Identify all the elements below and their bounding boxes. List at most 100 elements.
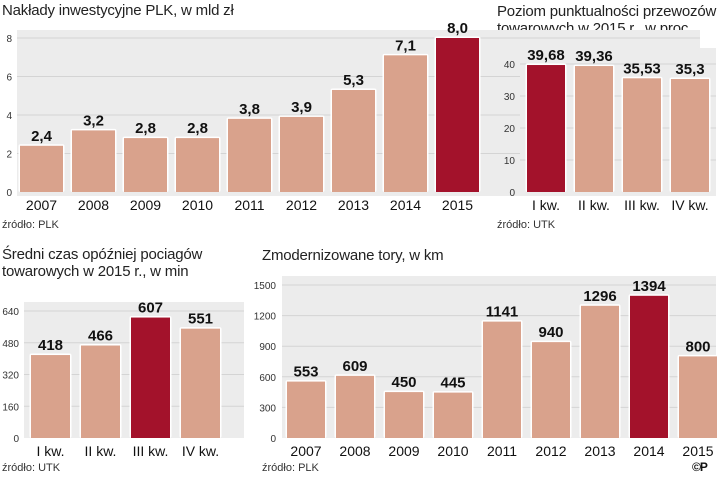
bar-investments-1 xyxy=(72,130,115,192)
bar-investments-2 xyxy=(124,138,167,192)
data-label-tracks-7: 1394 xyxy=(632,278,666,295)
bar-punctuality-2 xyxy=(623,78,661,192)
y-tick-label-tracks-1: 300 xyxy=(259,403,276,414)
data-label-investments-8: 8,0 xyxy=(447,20,468,37)
data-label-delay-0: 418 xyxy=(38,337,63,354)
bar-investments-5 xyxy=(280,116,323,192)
y-tick-label-investments-4: 8 xyxy=(6,34,12,45)
category-label-tracks-5: 2012 xyxy=(535,443,566,459)
y-tick-label-delay-2: 320 xyxy=(2,371,19,382)
bar-tracks-4 xyxy=(483,321,521,438)
y-tick-label-delay-3: 480 xyxy=(2,339,19,350)
category-label-investments-4: 2011 xyxy=(234,197,264,213)
chart-source-punctuality: źródło: UTK xyxy=(497,219,556,231)
data-label-punctuality-3: 35,3 xyxy=(675,61,704,78)
bar-investments-3 xyxy=(176,138,219,192)
chart-title-punctuality-line-1: Poziom punktualności przewozów xyxy=(497,3,717,20)
y-tick-label-delay-4: 640 xyxy=(2,307,19,318)
data-label-tracks-4: 1141 xyxy=(486,304,519,321)
data-label-punctuality-1: 39,36 xyxy=(575,48,613,65)
category-label-punctuality-3: IV kw. xyxy=(671,197,708,213)
bar-investments-6 xyxy=(332,89,375,192)
data-label-delay-2: 607 xyxy=(138,300,163,317)
chart-tracks: 0 300 600 900 1200 1500 553 2007 609 2008 450 2009 4… xyxy=(254,276,719,459)
data-label-tracks-1: 609 xyxy=(342,358,367,375)
bar-investments-7 xyxy=(384,55,427,193)
category-label-delay-2: III kw. xyxy=(133,443,169,459)
y-tick-label-tracks-4: 1200 xyxy=(254,312,277,323)
y-tick-label-punctuality-4: 40 xyxy=(504,60,516,71)
data-label-investments-2: 2,8 xyxy=(135,120,156,137)
data-label-delay-3: 551 xyxy=(188,311,213,328)
y-tick-label-tracks-5: 1500 xyxy=(254,281,277,292)
bar-tracks-1 xyxy=(336,375,374,438)
y-tick-label-punctuality-2: 20 xyxy=(504,124,516,135)
chart-title-tracks: Zmodernizowane tory, w km xyxy=(262,247,444,264)
data-label-tracks-2: 450 xyxy=(391,374,416,391)
data-label-tracks-0: 553 xyxy=(293,364,318,381)
chart-source-delay: źródło: UTK xyxy=(2,462,61,474)
category-label-investments-3: 2010 xyxy=(182,197,213,213)
data-label-investments-0: 2,4 xyxy=(31,128,53,145)
y-tick-label-investments-2: 4 xyxy=(6,111,12,122)
y-tick-label-punctuality-3: 30 xyxy=(504,92,516,103)
data-label-tracks-8: 800 xyxy=(685,338,710,355)
category-label-investments-0: 2007 xyxy=(26,197,57,213)
bar-tracks-2 xyxy=(385,392,423,438)
data-label-investments-7: 7,1 xyxy=(395,37,416,54)
y-tick-label-tracks-3: 900 xyxy=(259,342,276,353)
category-label-investments-6: 2013 xyxy=(338,197,369,213)
bar-tracks-8 xyxy=(679,356,717,438)
y-tick-label-investments-0: 0 xyxy=(6,188,12,199)
data-label-tracks-3: 445 xyxy=(440,375,465,392)
category-label-tracks-8: 2015 xyxy=(682,443,713,459)
y-tick-label-punctuality-0: 0 xyxy=(509,188,515,199)
bar-investments-8 xyxy=(436,38,479,192)
data-label-investments-4: 3,8 xyxy=(239,101,260,118)
category-label-delay-3: IV kw. xyxy=(182,443,219,459)
bar-investments-0 xyxy=(20,145,63,192)
data-label-punctuality-2: 35,53 xyxy=(623,60,661,77)
category-label-punctuality-0: I kw. xyxy=(532,197,560,213)
y-tick-label-investments-3: 6 xyxy=(6,73,12,84)
bar-tracks-7 xyxy=(630,295,668,438)
category-label-investments-5: 2012 xyxy=(286,197,317,213)
bar-tracks-0 xyxy=(287,381,325,438)
bar-punctuality-1 xyxy=(575,66,613,192)
data-label-tracks-6: 1296 xyxy=(583,288,616,305)
data-label-delay-1: 466 xyxy=(88,328,113,345)
category-label-tracks-3: 2010 xyxy=(437,443,468,459)
y-tick-label-tracks-0: 0 xyxy=(270,434,276,445)
data-label-punctuality-0: 39,68 xyxy=(527,47,565,64)
data-label-investments-3: 2,8 xyxy=(187,120,208,137)
category-label-investments-2: 2009 xyxy=(130,197,161,213)
bar-tracks-6 xyxy=(581,305,619,438)
category-label-investments-7: 2014 xyxy=(390,197,421,213)
chart-title-investments: Nakłady inwestycyjne PLK, w mld zł xyxy=(2,2,234,19)
bar-delay-2 xyxy=(131,317,170,438)
category-label-tracks-2: 2009 xyxy=(388,443,419,459)
bar-tracks-3 xyxy=(434,392,472,438)
category-label-tracks-1: 2008 xyxy=(339,443,370,459)
category-label-punctuality-1: II kw. xyxy=(578,197,610,213)
chart-delay: 0 160 320 480 640 418 I kw. 466 II kw. 607 III kw.… xyxy=(2,300,244,459)
category-label-tracks-0: 2007 xyxy=(290,443,321,459)
category-label-tracks-4: 2011 xyxy=(487,443,517,459)
chart-title-delay-line-1: Średni czas opóźniej pociagów xyxy=(2,246,203,263)
y-tick-label-punctuality-1: 10 xyxy=(504,156,516,167)
bar-punctuality-3 xyxy=(671,79,709,192)
category-label-punctuality-2: III kw. xyxy=(624,197,660,213)
data-label-investments-5: 3,9 xyxy=(291,99,312,116)
category-label-delay-1: II kw. xyxy=(85,443,117,459)
bar-tracks-5 xyxy=(532,342,570,438)
data-label-tracks-5: 940 xyxy=(538,324,563,341)
y-tick-label-investments-1: 2 xyxy=(6,150,12,161)
chart-punctuality: 0 10 20 30 40 39,68 I kw. 39,36 II kw. 35,53 III k… xyxy=(504,47,716,213)
bar-investments-4 xyxy=(228,118,271,192)
y-tick-label-delay-1: 160 xyxy=(2,402,19,413)
data-label-investments-1: 3,2 xyxy=(83,112,104,129)
bar-punctuality-0 xyxy=(527,65,565,192)
y-tick-label-tracks-2: 600 xyxy=(259,373,276,384)
chart-title-delay-line-2: towarowych w 2015 r., w min xyxy=(2,263,189,280)
